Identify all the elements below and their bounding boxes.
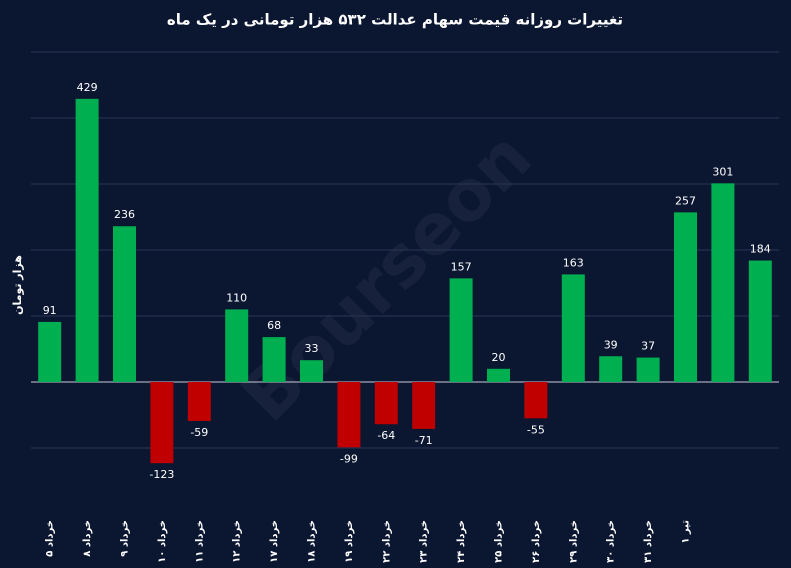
- bar: [487, 368, 510, 382]
- value-label: 68: [267, 319, 281, 332]
- bar: [636, 357, 660, 382]
- value-label: 110: [226, 291, 247, 304]
- value-label: -64: [377, 429, 395, 442]
- value-label: 157: [451, 260, 472, 273]
- value-label: 429: [77, 81, 98, 94]
- x-tick-label: ۲۵ خرداد: [494, 520, 505, 563]
- value-label: 91: [43, 304, 57, 317]
- bar: [225, 309, 249, 382]
- bar: [599, 356, 623, 382]
- value-label: -59: [190, 426, 208, 439]
- x-tick-label: ۹ خرداد: [120, 520, 131, 557]
- value-label: 33: [305, 342, 319, 355]
- bar: [113, 226, 136, 382]
- bar: [412, 382, 436, 429]
- x-tick-label: ۲۶ خرداد: [531, 520, 542, 563]
- y-axis-label: هزار تومان: [11, 255, 24, 315]
- x-tick-label: ۲۲ خرداد: [381, 520, 392, 563]
- x-tick-label: ۱۲ خرداد: [232, 520, 243, 563]
- bar: [674, 212, 697, 382]
- value-label: 236: [114, 208, 135, 221]
- value-label: -55: [527, 423, 545, 436]
- x-tick-label: ۱ تیر: [681, 520, 692, 544]
- x-tick-label: ۵ خرداد: [45, 520, 56, 557]
- value-label: -99: [340, 452, 358, 465]
- x-tick-label: ۳۱ خرداد: [643, 520, 654, 563]
- bar: [187, 382, 211, 421]
- x-tick-label: ۱۸ خرداد: [307, 520, 318, 563]
- x-tick-label: ۱۱ خرداد: [194, 520, 205, 563]
- x-tick-label: ۸ خرداد: [82, 520, 93, 557]
- chart-title: تغییرات روزانه قیمت سهام عدالت ۵۳۲ هزار …: [167, 11, 623, 29]
- bar: [300, 360, 323, 382]
- value-label: 184: [750, 243, 771, 256]
- x-tick-label: ۲۹ خرداد: [568, 520, 579, 563]
- bar: [748, 260, 772, 382]
- bar: [262, 337, 286, 382]
- value-label: 37: [641, 340, 655, 353]
- bar: [374, 382, 398, 425]
- value-label: 163: [563, 256, 584, 269]
- value-label: -123: [149, 468, 174, 481]
- bar: [561, 274, 585, 382]
- x-tick-label: ۱۰ خرداد: [157, 520, 168, 563]
- bar: [337, 382, 361, 448]
- x-tick-label: ۱۷ خرداد: [269, 520, 280, 563]
- bar: [524, 382, 548, 419]
- value-label: -71: [415, 434, 433, 447]
- value-label: 301: [712, 165, 733, 178]
- x-tick-label: ۲۳ خرداد: [419, 520, 430, 563]
- bar: [75, 98, 99, 383]
- bar: [38, 321, 62, 382]
- value-label: 257: [675, 194, 696, 207]
- bar: [711, 183, 735, 382]
- value-label: 39: [604, 338, 618, 351]
- x-tick-label: ۳۰ خرداد: [606, 520, 617, 563]
- x-tick-label: ۲۴ خرداد: [456, 520, 467, 563]
- x-tick-label: ۱۹ خرداد: [344, 520, 355, 563]
- bar: [150, 382, 174, 464]
- value-label: 20: [492, 351, 506, 364]
- bar: [449, 278, 473, 382]
